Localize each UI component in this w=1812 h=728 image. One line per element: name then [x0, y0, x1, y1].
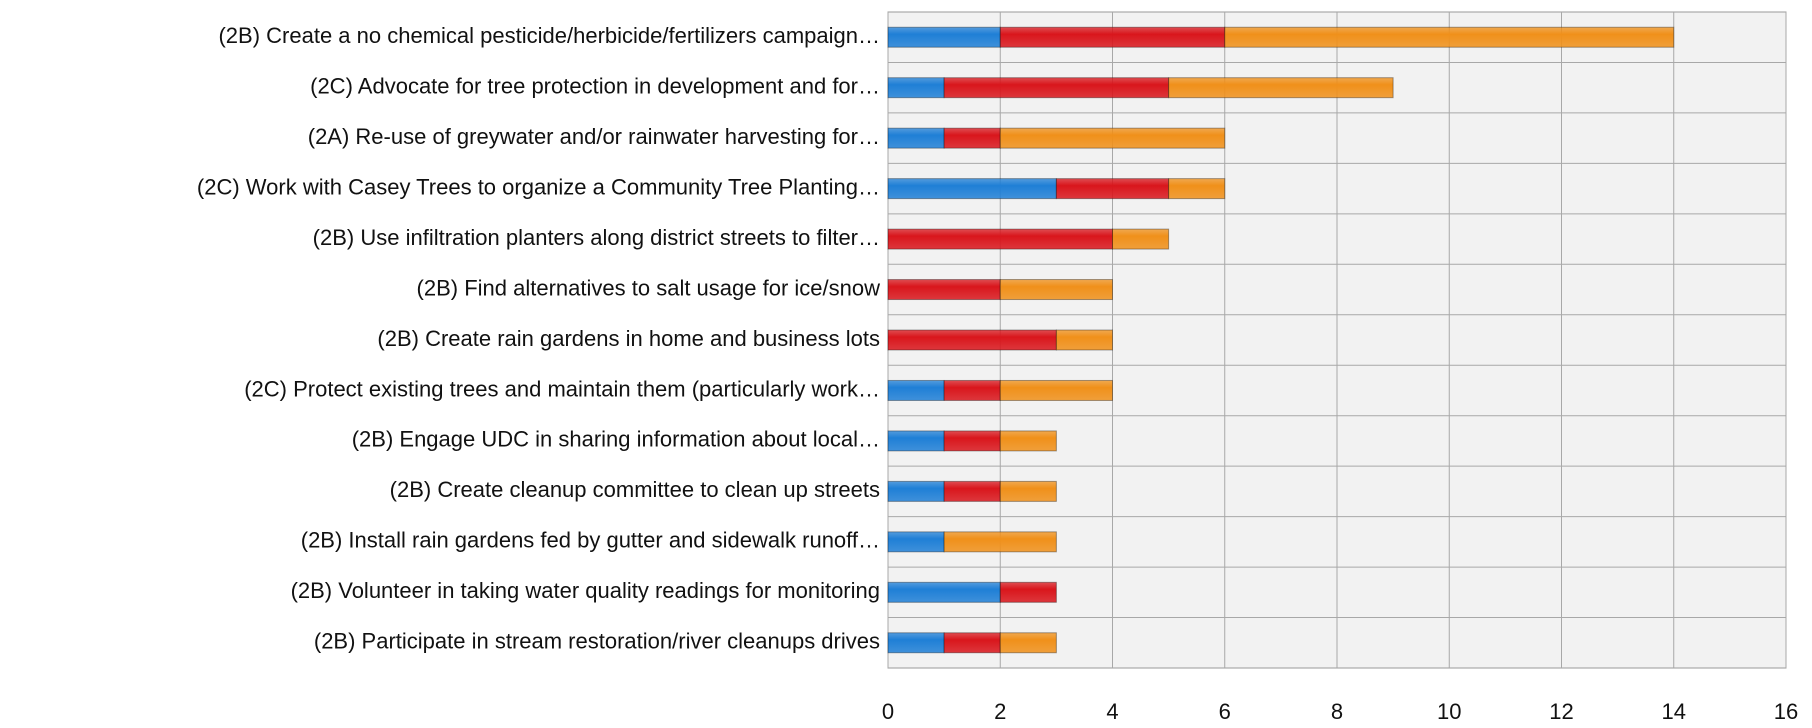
- x-tick-label: 6: [1219, 699, 1231, 724]
- y-tick-label: (2C) Work with Casey Trees to organize a…: [197, 174, 880, 199]
- bar-segment: [887, 632, 945, 654]
- bar-segment: [887, 178, 1057, 200]
- x-tick-label: 0: [882, 699, 894, 724]
- x-tick-label: 16: [1774, 699, 1798, 724]
- bar-segment: [887, 379, 945, 401]
- y-tick-label: (2B) Volunteer in taking water quality r…: [291, 578, 880, 603]
- bar-segment: [1055, 178, 1170, 200]
- bar-segment: [943, 379, 1001, 401]
- bar-segment: [887, 26, 1001, 48]
- y-tick-label: (2B) Create cleanup committee to clean u…: [390, 477, 880, 502]
- x-tick-label: 10: [1437, 699, 1461, 724]
- bar-segment: [999, 26, 1226, 48]
- y-tick-label: (2B) Create a no chemical pesticide/herb…: [218, 23, 880, 48]
- bar-segment: [943, 480, 1001, 502]
- y-tick-label: (2C) Advocate for tree protection in dev…: [310, 74, 880, 99]
- y-tick-label: (2B) Install rain gardens fed by gutter …: [301, 528, 880, 553]
- x-tick-label: 8: [1331, 699, 1343, 724]
- bar-segment: [999, 279, 1113, 301]
- bar-segment: [943, 531, 1057, 553]
- bar-segment: [887, 480, 945, 502]
- bar-segment: [1168, 178, 1226, 200]
- bar-segment: [999, 581, 1057, 603]
- bar-segment: [943, 77, 1170, 99]
- bar-segment: [943, 127, 1001, 149]
- bar-segment: [999, 480, 1057, 502]
- y-tick-label: (2B) Create rain gardens in home and bus…: [377, 326, 880, 351]
- y-tick-label: (2B) Participate in stream restoration/r…: [314, 629, 880, 654]
- bar-segment: [999, 127, 1226, 149]
- bar-segment: [999, 632, 1057, 654]
- bar-segment: [887, 228, 1113, 250]
- x-tick-label: 14: [1662, 699, 1686, 724]
- y-tick-label: (2B) Engage UDC in sharing information a…: [352, 427, 880, 452]
- bar-segment: [887, 279, 1001, 301]
- bar-segment: [1055, 329, 1113, 351]
- x-tick-label: 4: [1106, 699, 1118, 724]
- y-tick-label: (2A) Re-use of greywater and/or rainwate…: [308, 124, 880, 149]
- bar-segment: [887, 430, 945, 452]
- bar-segment: [887, 581, 1001, 603]
- x-tick-label: 2: [994, 699, 1006, 724]
- bar-segment: [1224, 26, 1675, 48]
- x-tick-label: 12: [1549, 699, 1573, 724]
- bar-segment: [887, 329, 1057, 351]
- bar-segment: [943, 632, 1001, 654]
- bar-segment: [887, 127, 945, 149]
- bar-segment: [999, 379, 1113, 401]
- bar-segment: [1112, 228, 1170, 250]
- bar-segment: [1168, 77, 1394, 99]
- y-tick-label: (2C) Protect existing trees and maintain…: [244, 376, 880, 401]
- bar-segment: [943, 430, 1001, 452]
- y-tick-label: (2B) Find alternatives to salt usage for…: [417, 275, 881, 300]
- bar-segment: [887, 77, 945, 99]
- bar-segment: [887, 531, 945, 553]
- bar-segment: [999, 430, 1057, 452]
- y-tick-label: (2B) Use infiltration planters along dis…: [313, 225, 880, 250]
